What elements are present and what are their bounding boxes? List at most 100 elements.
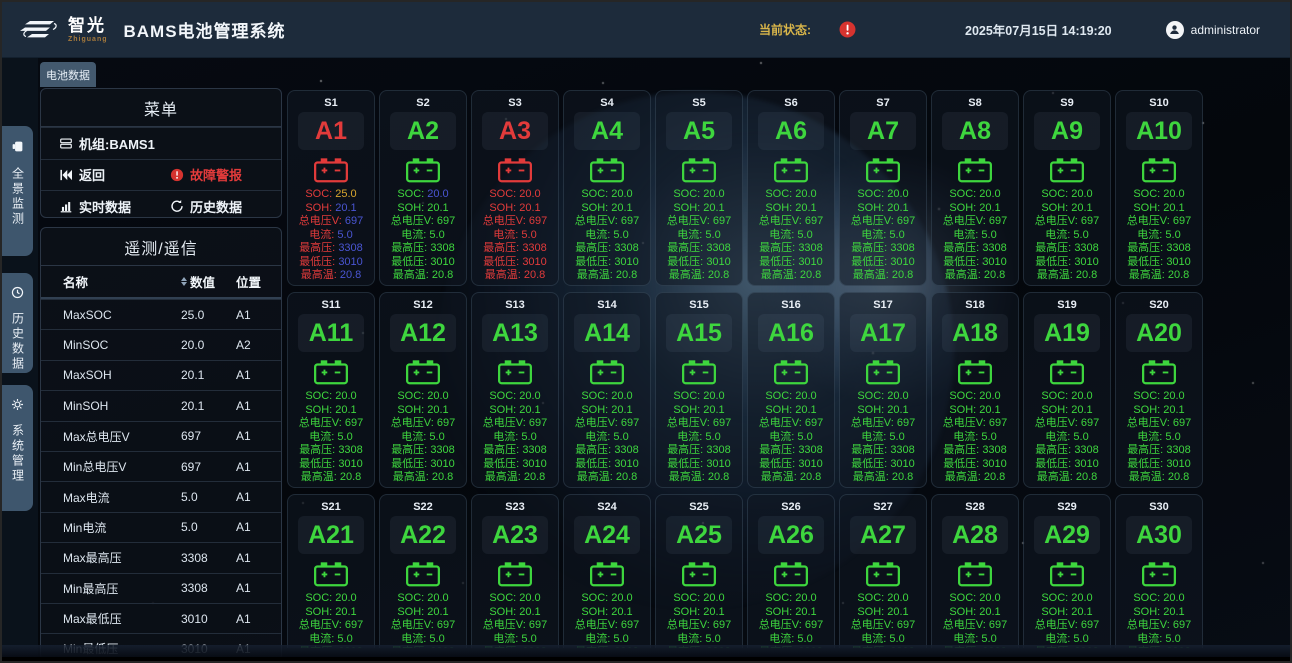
tab-battery-data[interactable]: 电池数据 (40, 62, 96, 87)
battery-card-a18[interactable]: S18 A18 SOC: 20.0 SOH: 20.1 总电压V: 697 电流: 5.0… (931, 292, 1019, 488)
battery-card-a30[interactable]: S30 A30 SOC: 20.0 SOH: 20.1 总电压V: 697 电流: 5.0… (1115, 494, 1203, 648)
battery-card-a19[interactable]: S19 A19 SOC: 20.0 SOH: 20.1 总电压V: 697 电流: 5.0… (1023, 292, 1111, 488)
col-name: 名称 (63, 276, 89, 290)
stat-line: 总电压V: 697 (850, 619, 916, 631)
battery-icon (932, 560, 1018, 588)
stat-line: 电流: 5.0 (1045, 430, 1089, 443)
stat-line: 最高温: 20.8 (300, 471, 362, 483)
telemetry-row: Max最低压 3010 A1 (41, 602, 281, 633)
stat-line: SOC: 20.0 (857, 592, 909, 604)
nav-tab-panorama-monitor[interactable]: 全景监测 (2, 126, 33, 256)
menu-item-fault-alarm[interactable]: 故障警报 (170, 165, 281, 184)
stat-line: 总电压V: 697 (574, 417, 640, 429)
menu-item-back[interactable]: 返回 (59, 165, 170, 184)
battery-card-a12[interactable]: S12 A12 SOC: 20.0 SOH: 20.1 总电压V: 697 电流: 5.0… (379, 292, 467, 488)
stat-line: 最高温: 20.8 (668, 269, 730, 281)
battery-card-a27[interactable]: S27 A27 SOC: 20.0 SOH: 20.1 总电压V: 697 电流: 5.0… (839, 494, 927, 648)
card-battery-name: A9 (1034, 112, 1100, 150)
row-name: Max最高压 (63, 551, 122, 566)
battery-card-a14[interactable]: S14 A14 SOC: 20.0 SOH: 20.1 总电压V: 697 电流: 5.0… (563, 292, 651, 488)
battery-card-a28[interactable]: S28 A28 SOC: 20.0 SOH: 20.1 总电压V: 697 电流: 5.0… (931, 494, 1019, 648)
battery-card-a25[interactable]: S25 A25 SOC: 20.0 SOH: 20.1 总电压V: 697 电流: 5.0… (655, 494, 743, 648)
battery-card-a7[interactable]: S7 A7 SOC: 20.0 SOH: 20.1 总电压V: 697 电流: 5.0 最高… (839, 90, 927, 286)
battery-card-a29[interactable]: S29 A29 SOC: 20.0 SOH: 20.1 总电压V: 697 电流: 5.0… (1023, 494, 1111, 648)
stat-line: 最高压: 3308 (299, 242, 363, 254)
battery-card-a8[interactable]: S8 A8 SOC: 20.0 SOH: 20.1 总电压V: 697 电流: 5.0 最高… (931, 90, 1019, 286)
stat-line: 电流: 5.0 (677, 430, 721, 443)
battery-card-a24[interactable]: S24 A24 SOC: 20.0 SOH: 20.1 总电压V: 697 电流: 5.0… (563, 494, 651, 648)
nav-tab-system-manage[interactable]: 系统管理 (2, 385, 33, 511)
card-battery-name: A30 (1126, 516, 1192, 554)
stat-line: SOC: 20.0 (673, 592, 725, 604)
row-name: Max最低压 (63, 612, 122, 627)
menu-item-realtime-data[interactable]: 实时数据 (59, 197, 170, 216)
battery-card-a2[interactable]: S2 A2 SOC: 20.0 SOH: 20.1 总电压V: 697 电流: 5.0 最高… (379, 90, 467, 286)
card-battery-name: A10 (1126, 112, 1192, 150)
battery-card-a4[interactable]: S4 A4 SOC: 20.0 SOH: 20.1 总电压V: 697 电流: 5.0 最高… (563, 90, 651, 286)
card-slot-label: S12 (413, 299, 433, 311)
stat-line: 总电压V: 697 (666, 215, 732, 227)
user-menu[interactable]: administrator (1165, 20, 1260, 39)
stat-line: 最低压: 3010 (391, 457, 455, 470)
stat-line: SOC: 20.0 (489, 592, 541, 604)
stat-line: 电流: 5.0 (309, 228, 353, 241)
stat-line: SOC: 20.0 (857, 188, 909, 200)
stat-line: SOH: 20.1 (489, 605, 541, 618)
stat-line: 电流: 5.0 (677, 228, 721, 241)
status-alarm-icon[interactable] (839, 21, 856, 38)
stat-line: SOC: 20.0 (1133, 592, 1185, 604)
battery-card-a6[interactable]: S6 A6 SOC: 20.0 SOH: 20.1 总电压V: 697 电流: 5.0 最高… (747, 90, 835, 286)
battery-card-a3[interactable]: S3 A3 SOC: 20.0 SOH: 20.1 总电压V: 697 电流: 5.0 最高… (471, 90, 559, 286)
telemetry-row: Max总电压V 697 A1 (41, 420, 281, 451)
battery-icon (472, 156, 558, 184)
battery-card-a13[interactable]: S13 A13 SOC: 20.0 SOH: 20.1 总电压V: 697 电流: 5.0… (471, 292, 559, 488)
battery-card-a11[interactable]: S11 A11 SOC: 20.0 SOH: 20.1 总电压V: 697 电流: 5.0… (287, 292, 375, 488)
battery-card-a23[interactable]: S23 A23 SOC: 20.0 SOH: 20.1 总电压V: 697 电流: 5.0… (471, 494, 559, 648)
card-slot-label: S5 (692, 97, 706, 109)
battery-card-a15[interactable]: S15 A15 SOC: 20.0 SOH: 20.1 总电压V: 697 电流: 5.0… (655, 292, 743, 488)
menu-item-history-data[interactable]: 历史数据 (170, 197, 281, 216)
battery-card-a9[interactable]: S9 A9 SOC: 20.0 SOH: 20.1 总电压V: 697 电流: 5.0 最高… (1023, 90, 1111, 286)
battery-card-a5[interactable]: S5 A5 SOC: 20.0 SOH: 20.1 总电压V: 697 电流: 5.0 最高… (655, 90, 743, 286)
battery-card-a26[interactable]: S26 A26 SOC: 20.0 SOH: 20.1 总电压V: 697 电流: 5.0… (747, 494, 835, 648)
stat-line: 最高压: 3308 (1035, 444, 1099, 456)
stat-line: 最低压: 3010 (575, 457, 639, 470)
battery-card-a20[interactable]: S20 A20 SOC: 20.0 SOH: 20.1 总电压V: 697 电流: 5.0… (1115, 292, 1203, 488)
stat-line: 电流: 5.0 (1045, 228, 1089, 241)
battery-card-a17[interactable]: S17 A17 SOC: 20.0 SOH: 20.1 总电压V: 697 电流: 5.0… (839, 292, 927, 488)
stat-line: SOH: 20.1 (489, 403, 541, 416)
battery-card-a1[interactable]: S1 A1 SOC: 25.0 SOH: 20.1 总电压V: 697 电流: 5.0 最高… (287, 90, 375, 286)
col-value[interactable]: 数值 (181, 272, 236, 291)
app-header: 智光 Zhiguang BAMS电池管理系统 当前状态: 2025年07月15日… (2, 2, 1290, 58)
battery-card-a10[interactable]: S10 A10 SOC: 20.0 SOH: 20.1 总电压V: 697 电流: 5.0… (1115, 90, 1203, 286)
nav-tab-history-data[interactable]: 历史数据 (2, 273, 33, 373)
telemetry-row: MinSOH 20.1 A1 (41, 390, 281, 420)
stat-line: 最高压: 3308 (759, 444, 823, 456)
battery-card-a16[interactable]: S16 A16 SOC: 20.0 SOH: 20.1 总电压V: 697 电流: 5.0… (747, 292, 835, 488)
card-slot-label: S22 (413, 501, 433, 513)
stat-line: 总电压V: 697 (666, 619, 732, 631)
datetime-display: 2025年07月15日 14:19:20 (965, 24, 1112, 38)
tab-label: 电池数据 (46, 69, 90, 82)
stat-line: 最高温: 20.8 (484, 471, 546, 483)
stat-line: 总电压V: 697 (574, 215, 640, 227)
menu-item-unit[interactable]: 机组:BAMS1 (59, 134, 155, 153)
card-battery-name: A16 (758, 314, 824, 352)
stat-line: 最低压: 3010 (483, 255, 547, 268)
battery-card-a22[interactable]: S22 A22 SOC: 20.0 SOH: 20.1 总电压V: 697 电流: 5.0… (379, 494, 467, 648)
battery-card-a21[interactable]: S21 A21 SOC: 20.0 SOH: 20.1 总电压V: 697 电流: 5.0… (287, 494, 375, 648)
battery-icon (472, 560, 558, 588)
card-battery-name: A2 (390, 112, 456, 150)
card-slot-label: S13 (505, 299, 525, 311)
stat-line: SOC: 20.0 (765, 188, 817, 200)
stat-line: 最低压: 3010 (299, 457, 363, 470)
battery-card-area: S1 A1 SOC: 25.0 SOH: 20.1 总电压V: 697 电流: 5.0 最高… (287, 90, 1205, 648)
nav-tab-label: 历史数据 (10, 312, 25, 372)
stat-line: SOH: 20.1 (673, 605, 725, 618)
stat-line: 总电压V: 697 (482, 417, 548, 429)
